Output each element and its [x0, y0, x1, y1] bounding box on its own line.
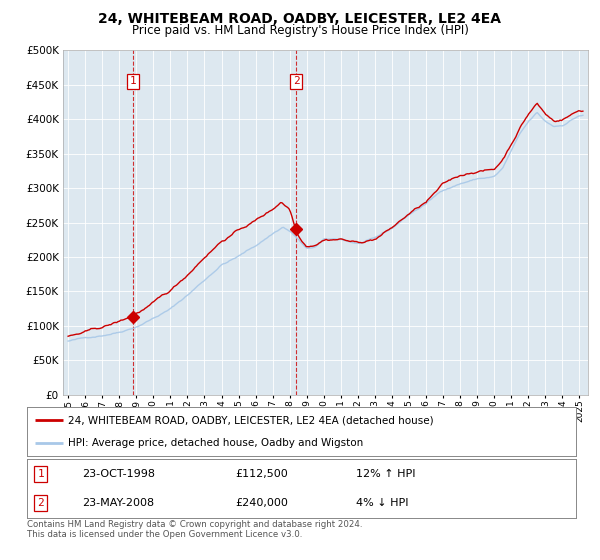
- Text: 1: 1: [37, 469, 44, 479]
- Text: 2: 2: [37, 498, 44, 508]
- Text: 12% ↑ HPI: 12% ↑ HPI: [356, 469, 416, 479]
- Text: Price paid vs. HM Land Registry's House Price Index (HPI): Price paid vs. HM Land Registry's House …: [131, 24, 469, 36]
- Text: £240,000: £240,000: [236, 498, 289, 508]
- Text: 2: 2: [293, 76, 299, 86]
- Text: Contains HM Land Registry data © Crown copyright and database right 2024.
This d: Contains HM Land Registry data © Crown c…: [27, 520, 362, 539]
- Text: 4% ↓ HPI: 4% ↓ HPI: [356, 498, 409, 508]
- Text: 24, WHITEBEAM ROAD, OADBY, LEICESTER, LE2 4EA (detached house): 24, WHITEBEAM ROAD, OADBY, LEICESTER, LE…: [68, 416, 434, 426]
- Text: 23-MAY-2008: 23-MAY-2008: [82, 498, 154, 508]
- Text: 1: 1: [130, 76, 136, 86]
- Text: 23-OCT-1998: 23-OCT-1998: [82, 469, 155, 479]
- Text: HPI: Average price, detached house, Oadby and Wigston: HPI: Average price, detached house, Oadb…: [68, 438, 364, 448]
- Text: 24, WHITEBEAM ROAD, OADBY, LEICESTER, LE2 4EA: 24, WHITEBEAM ROAD, OADBY, LEICESTER, LE…: [98, 12, 502, 26]
- Text: £112,500: £112,500: [236, 469, 289, 479]
